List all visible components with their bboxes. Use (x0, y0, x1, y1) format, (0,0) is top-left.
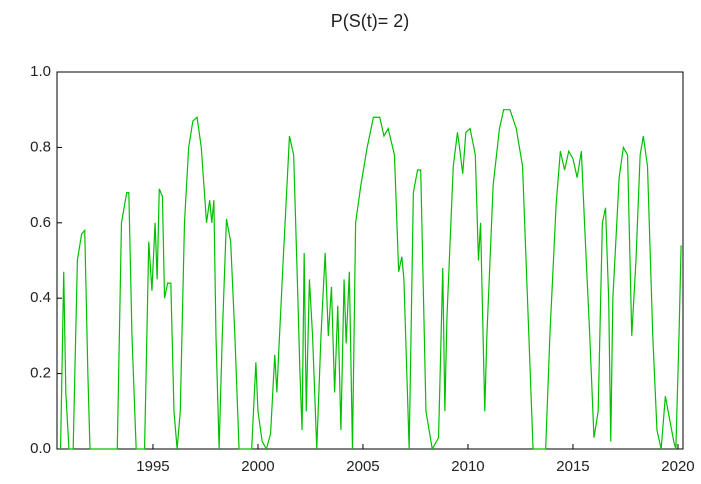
y-tick-label: 0.8 (30, 138, 51, 155)
y-tick-label: 0.4 (30, 289, 51, 306)
x-tick-label: 2015 (556, 458, 589, 475)
y-tick-label: 0.6 (30, 214, 51, 231)
series-line (59, 109, 682, 451)
y-tick-label: 1.0 (30, 63, 51, 80)
x-tick-label: 1995 (136, 458, 169, 475)
x-tick-label: 2010 (451, 458, 484, 475)
plot-frame (56, 71, 684, 450)
x-tick-label: 2020 (661, 458, 694, 475)
x-tick-label: 2000 (241, 458, 274, 475)
y-tick-label: 0.2 (30, 365, 51, 382)
x-tick-label: 2005 (346, 458, 379, 475)
y-tick-label: 0.0 (30, 440, 51, 457)
chart-title: P(S(t)= 2) (331, 11, 410, 31)
